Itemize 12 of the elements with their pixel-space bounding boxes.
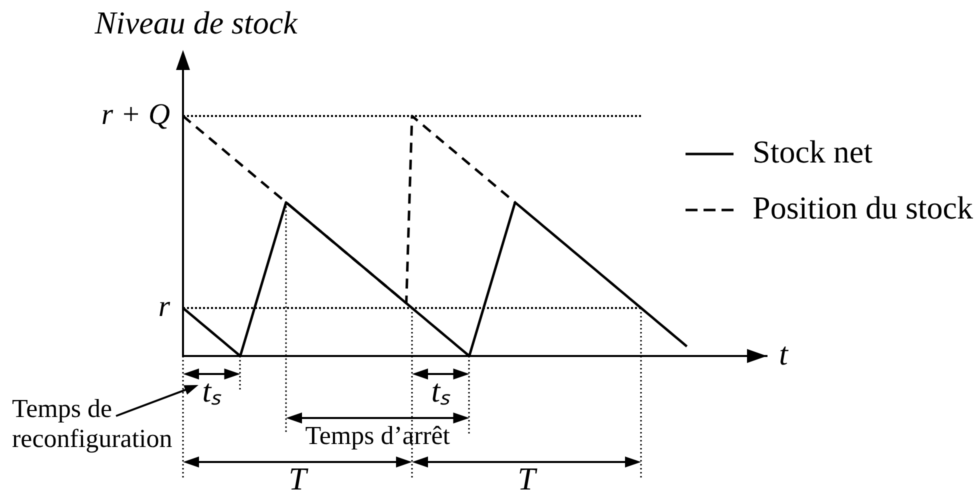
ref-line-label: r xyxy=(158,290,170,323)
text: Temps d’arrêt xyxy=(305,420,451,450)
legend-label: Stock net xyxy=(752,133,873,170)
legend-label: Position du stock xyxy=(752,189,973,226)
y-axis-title: Niveau de stock xyxy=(94,4,298,40)
ref-line-label: r + Q xyxy=(101,98,170,131)
text: tₛ xyxy=(431,372,452,408)
text: T xyxy=(288,460,309,496)
text: T xyxy=(518,460,538,496)
x-axis-title: t xyxy=(779,335,789,372)
text: tₛ xyxy=(202,372,222,408)
text: Temps de reconfiguration xyxy=(12,394,172,453)
